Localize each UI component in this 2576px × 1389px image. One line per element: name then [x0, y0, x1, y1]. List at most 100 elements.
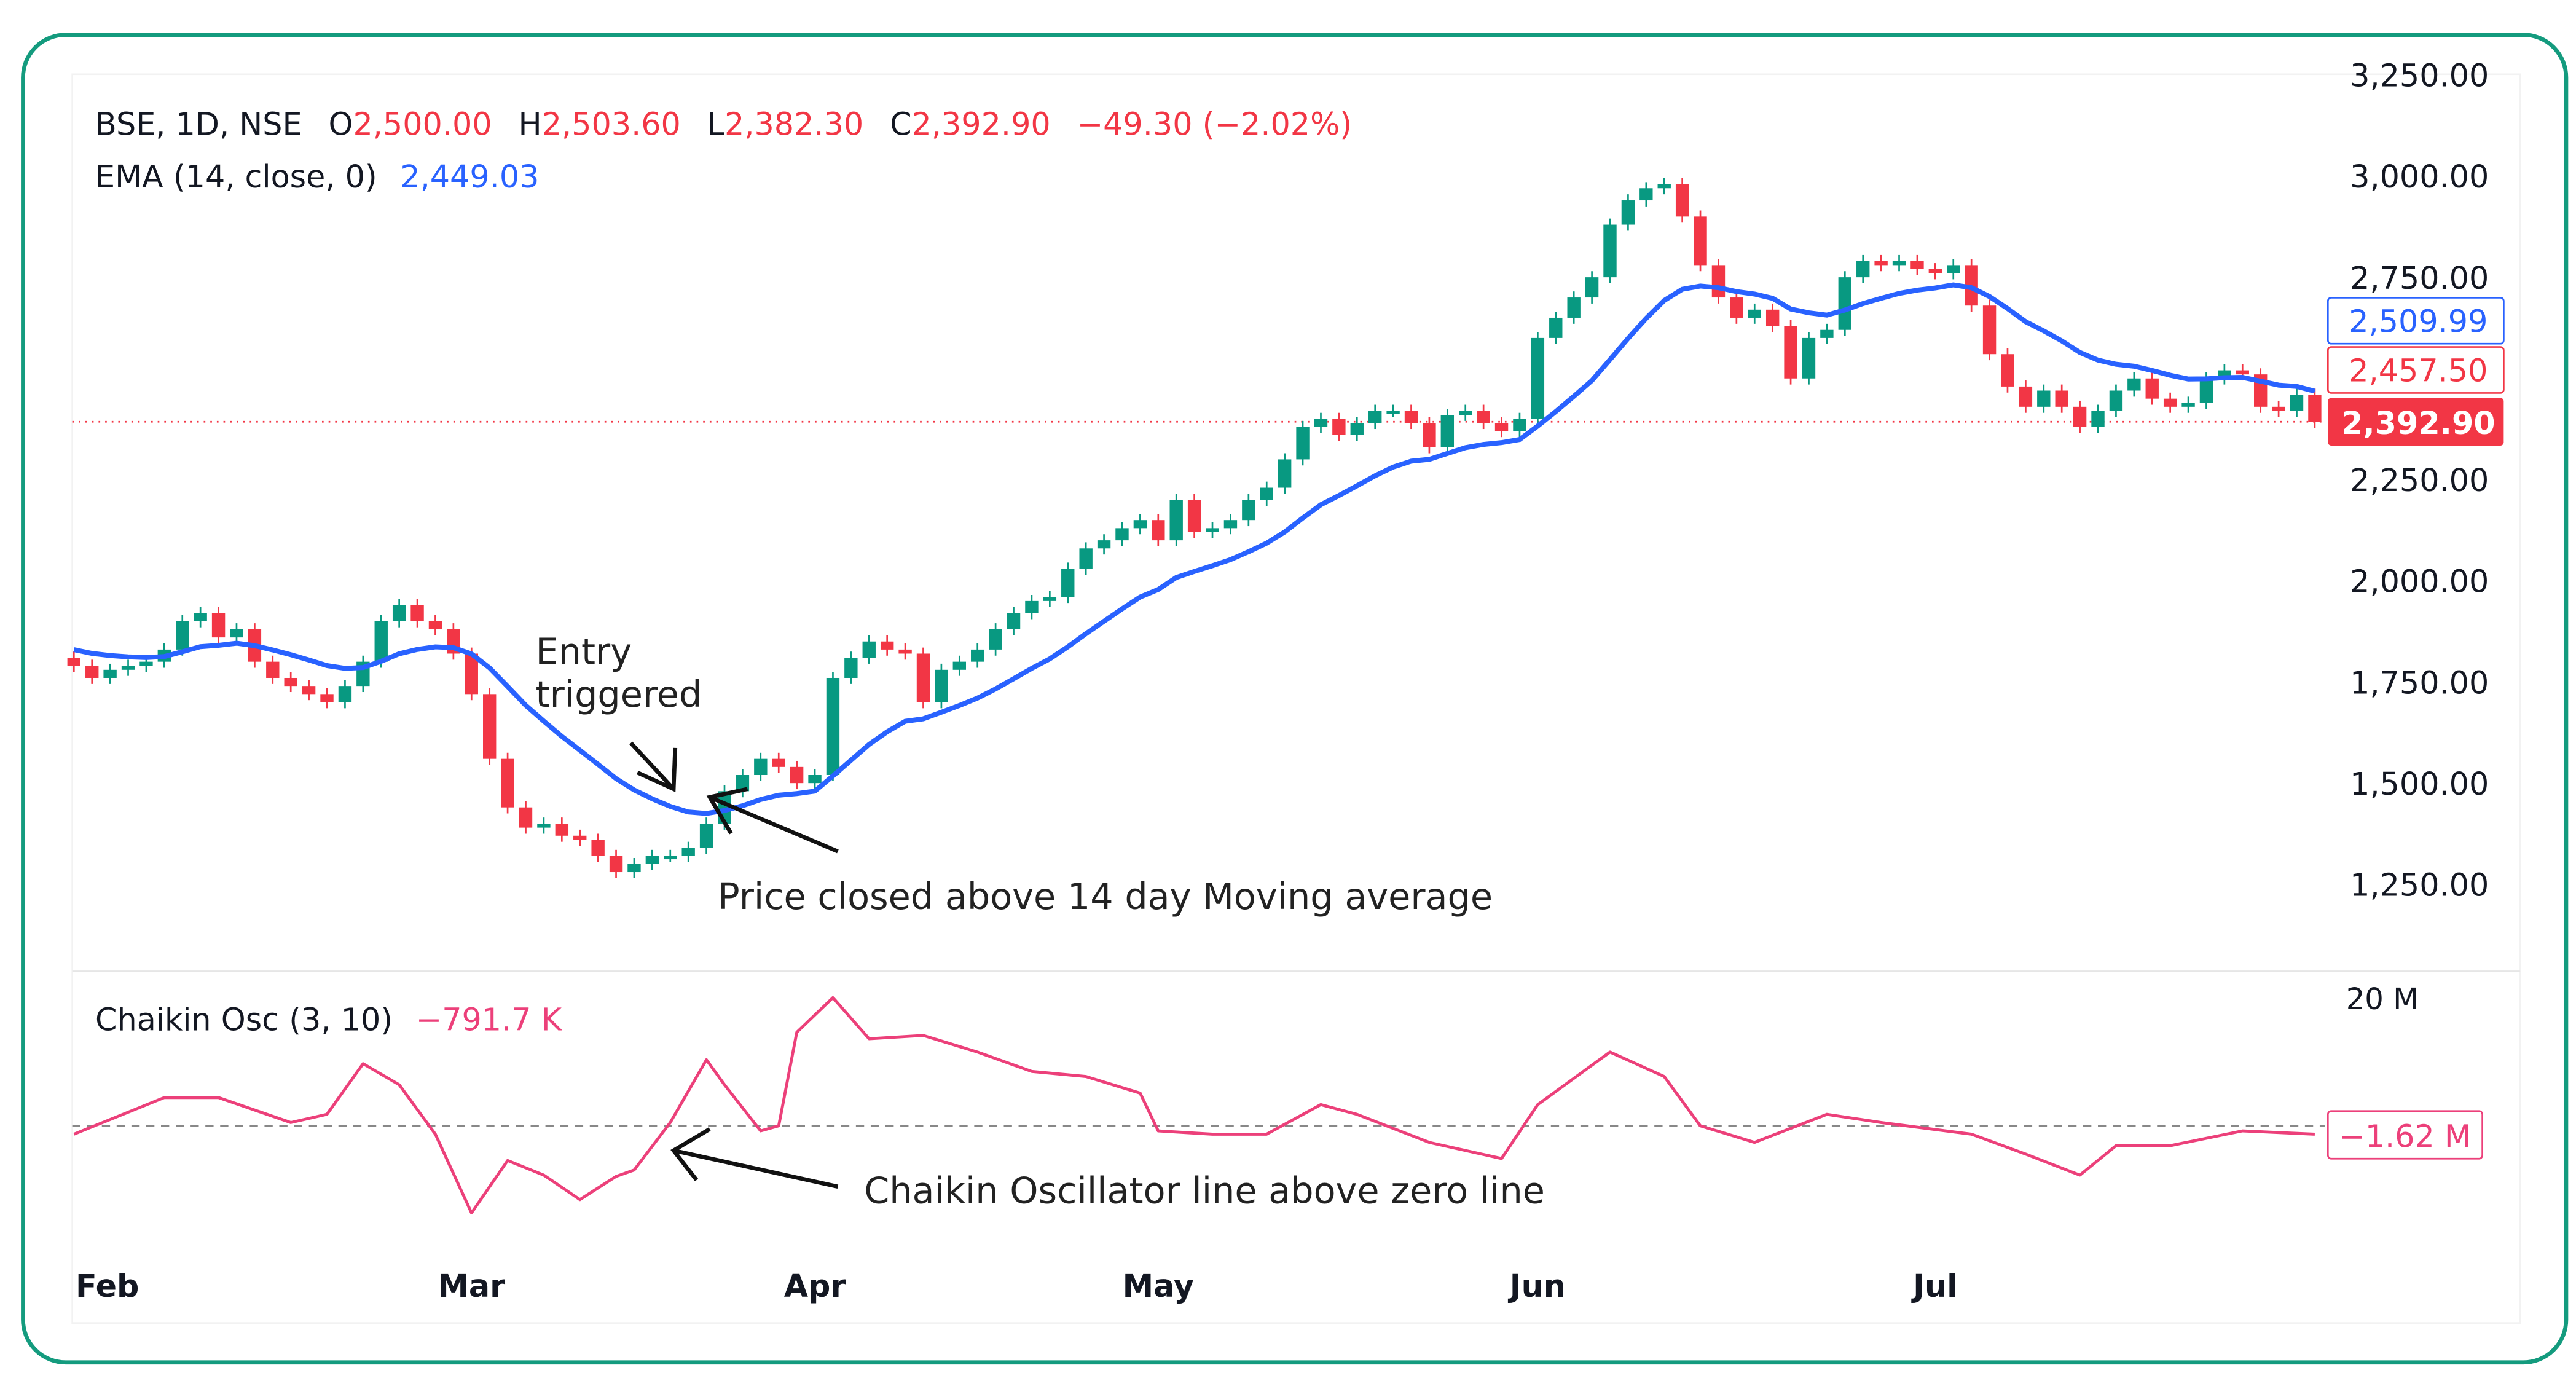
price-axis-tick: 3,250.00 [2350, 58, 2489, 94]
candle [1639, 182, 1653, 207]
candle [1513, 412, 1526, 438]
candle [916, 647, 930, 709]
oscillator-pane[interactable] [72, 996, 2325, 1214]
candle [537, 817, 551, 834]
candle [1494, 417, 1509, 438]
candle [664, 849, 677, 862]
price-axis-tick: 1,250.00 [2350, 867, 2489, 903]
candle [1079, 542, 1093, 575]
candle [808, 769, 822, 790]
candle [230, 623, 243, 644]
axes: 3,250.00 3,000.00 2,750.00 2,250.00 2,000.00… [76, 58, 2489, 1304]
candle [1242, 494, 1255, 527]
candle [1585, 271, 1599, 304]
candle [194, 607, 207, 628]
candle [1423, 417, 1436, 454]
candle [971, 643, 984, 668]
time-axis-label: Feb [76, 1268, 139, 1304]
candle [2163, 392, 2177, 413]
candle [2181, 396, 2195, 413]
candle [2037, 384, 2051, 413]
candle [338, 680, 352, 709]
candle [1567, 291, 1581, 324]
candle [1440, 409, 1455, 454]
candle [103, 663, 117, 684]
candle [952, 655, 966, 676]
candle [1910, 254, 1924, 275]
candle [1115, 522, 1129, 546]
time-axis-label: Jul [1911, 1268, 1957, 1304]
candle [989, 623, 1002, 656]
candle [519, 801, 533, 834]
candle [483, 688, 497, 765]
candle [935, 663, 948, 709]
candle [2145, 372, 2159, 405]
svg-text:−1.62 M: −1.62 M [2339, 1119, 2472, 1155]
candle [302, 680, 316, 701]
oscillator-value-badge: −1.62 M [2327, 1110, 2483, 1160]
candle [410, 599, 424, 628]
candle [2254, 368, 2268, 413]
candle [392, 599, 406, 628]
time-axis-label: Mar [438, 1268, 505, 1304]
candle [736, 769, 750, 798]
candle [1007, 607, 1021, 635]
candle [1982, 299, 1997, 361]
candle [627, 857, 641, 878]
candle [1206, 522, 1219, 538]
candle [2272, 400, 2285, 417]
svg-text:2,457.50: 2,457.50 [2349, 353, 2488, 389]
candle [555, 817, 569, 842]
oscillator-axis-tick: 20 M [2346, 982, 2419, 1017]
prev-price-badge: 2,457.50 [2327, 346, 2505, 394]
candle [2019, 380, 2033, 413]
candle [2055, 384, 2068, 413]
candle [320, 688, 334, 709]
candle [1187, 494, 1201, 538]
svg-text:2,392.90: 2,392.90 [2341, 405, 2496, 441]
candle [2091, 404, 2105, 433]
price-annotation: Price closed above 14 day Moving average [718, 875, 1493, 918]
candle [645, 849, 659, 870]
oscillator-arrow-icon [670, 1127, 839, 1189]
candle [2109, 384, 2123, 417]
price-axis-tick: 2,750.00 [2350, 260, 2489, 296]
svg-text:2,509.99: 2,509.99 [2349, 304, 2488, 340]
candle [284, 672, 297, 693]
candle [1711, 259, 1726, 304]
candle [1892, 254, 1906, 272]
candle [1784, 320, 1797, 385]
candle [1874, 254, 1888, 272]
candle [1459, 404, 1472, 421]
candle [501, 752, 514, 814]
candle [1748, 303, 1761, 324]
oscillator-annotation: Chaikin Oscillator line above zero line [864, 1169, 1545, 1211]
candle [1152, 514, 1165, 546]
candle [1477, 404, 1490, 430]
price-pane[interactable] [67, 178, 2325, 878]
candle [1133, 514, 1147, 535]
ema-price-badge: 2,509.99 [2327, 297, 2505, 345]
candle [2073, 400, 2087, 433]
candle [1531, 332, 1545, 425]
candle [1802, 332, 1816, 385]
candle [1043, 591, 1057, 607]
candle [1820, 323, 1834, 344]
candle [1296, 420, 1310, 466]
candle [1404, 404, 1418, 430]
time-axis-label: Jun [1508, 1268, 1566, 1304]
candle [862, 635, 876, 664]
candle [1097, 534, 1111, 555]
candle [1350, 417, 1364, 441]
candle [1730, 291, 1743, 324]
candle [699, 817, 713, 854]
candle [2127, 372, 2141, 397]
price-axis-tick: 3,000.00 [2350, 159, 2489, 195]
time-axis-label: Apr [784, 1268, 846, 1304]
symbol-legend: BSE, 1D, NSE O2,500.00 H2,503.60 L2,382.… [95, 106, 1352, 143]
candle [1368, 404, 1382, 430]
candle [428, 615, 442, 635]
candle [681, 841, 695, 862]
candle [176, 615, 189, 656]
